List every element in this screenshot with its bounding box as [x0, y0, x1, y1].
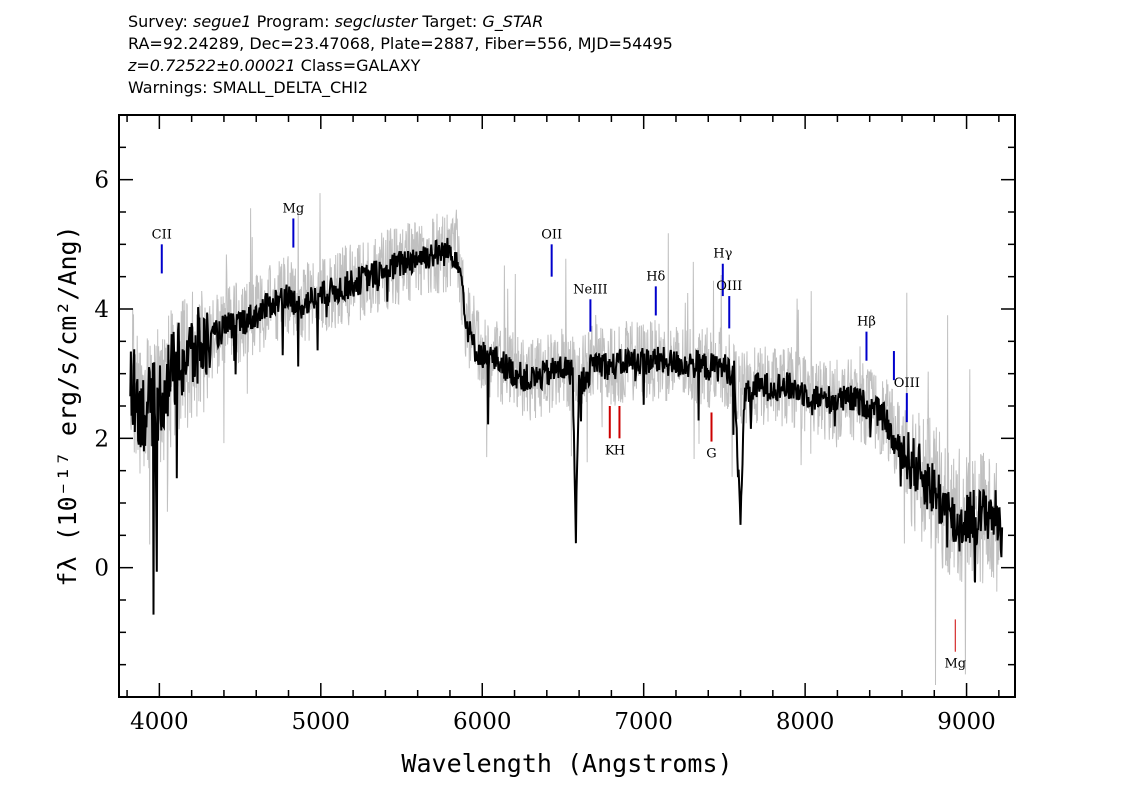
- line-marker-label: Mg: [283, 201, 305, 216]
- program-key: Program:: [256, 12, 330, 31]
- target-value: G_STAR: [482, 12, 544, 31]
- line-marker-label: Hγ: [713, 247, 732, 262]
- redshift: z=0.72522±0.00021: [128, 56, 296, 75]
- raw-flux-line: [129, 193, 1000, 686]
- line-marker-label: OII: [541, 227, 562, 242]
- header-line-2: RA=92.24289, Dec=23.47068, Plate=2887, F…: [128, 34, 673, 53]
- y-tick-label: 2: [94, 426, 109, 452]
- raw-flux-layer: [129, 193, 1000, 686]
- line-marker-label: OIII: [894, 376, 920, 391]
- header-line-1: Survey: segue1 Program: segcluster Targe…: [128, 11, 673, 33]
- line-marker-layer: CII Mg OII NeIII Hδ Hγ OIII Hβ OIII K H G Mg: [152, 201, 966, 671]
- survey-value: segue1: [192, 12, 252, 31]
- header-line-4: Warnings: SMALL_DELTA_CHI2: [128, 78, 369, 97]
- x-tick-label: 6000: [453, 709, 512, 735]
- line-marker: Mg: [944, 619, 966, 672]
- line-marker: Hδ: [646, 269, 666, 316]
- y-tick-label: 6: [94, 168, 109, 194]
- x-tick-label: 9000: [937, 709, 996, 735]
- line-marker: K: [605, 406, 615, 458]
- line-marker-label: G: [706, 447, 716, 462]
- x-tick-label: 5000: [292, 709, 351, 735]
- line-marker-label: NeIII: [573, 282, 607, 297]
- line-marker: OIII: [894, 376, 920, 423]
- y-tick-label: 0: [94, 556, 109, 582]
- target-key: Target:: [422, 12, 478, 31]
- line-marker: Hγ: [713, 247, 733, 297]
- line-marker-label: H: [614, 443, 625, 458]
- line-marker-label: Mg: [944, 657, 966, 672]
- survey-key: Survey:: [128, 12, 188, 31]
- object-class: Class=GALAXY: [300, 56, 421, 75]
- line-marker: NeIII: [573, 282, 608, 332]
- line-marker-label: OIII: [716, 279, 742, 294]
- spectrum-header: Survey: segue1 Program: segcluster Targe…: [128, 11, 673, 99]
- line-marker-label: Hβ: [857, 315, 876, 330]
- line-marker: CII: [152, 227, 172, 274]
- line-marker: G: [706, 412, 717, 462]
- header-line-3: z=0.72522±0.00021 Class=GALAXY: [128, 55, 673, 77]
- x-tick-label: 8000: [776, 709, 835, 735]
- x-tick-label: 4000: [130, 709, 189, 735]
- line-marker-label: CII: [152, 227, 172, 242]
- y-tick-label: 4: [94, 297, 109, 323]
- line-marker-label: K: [605, 443, 615, 458]
- line-marker: OIII: [716, 279, 742, 329]
- y-axis-label: fλ (10⁻¹⁷ erg/s/cm²/Ang): [53, 225, 82, 586]
- line-marker: H: [614, 406, 625, 458]
- axis-tick-layer: 4000 5000 6000 7000 8000 9000 0 2 4 6: [94, 115, 1015, 735]
- x-tick-label: 7000: [614, 709, 673, 735]
- line-marker: OII: [541, 227, 562, 277]
- line-marker: Mg: [283, 201, 305, 248]
- line-marker-label: Hδ: [646, 269, 665, 284]
- smoothed-flux-line: [129, 237, 1004, 615]
- x-axis-label: Wavelength (Angstroms): [401, 749, 732, 778]
- smoothed-flux-layer: [129, 237, 1004, 615]
- program-value: segcluster: [334, 12, 418, 31]
- line-marker: Hβ: [857, 315, 876, 361]
